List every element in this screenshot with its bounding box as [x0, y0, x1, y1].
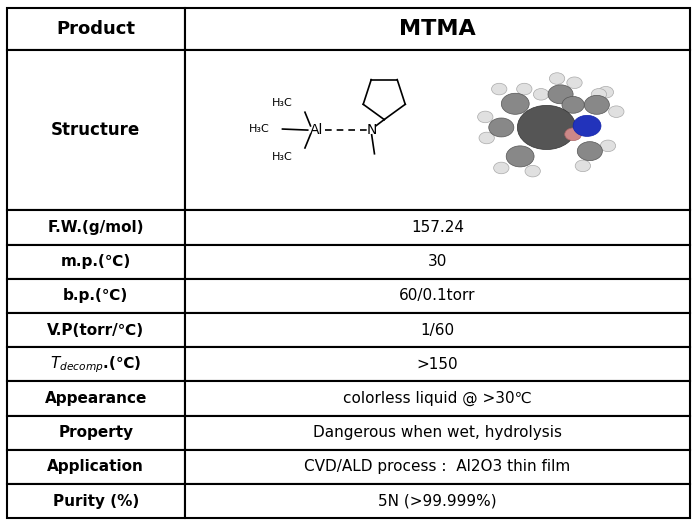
Text: Application: Application — [47, 459, 144, 474]
Text: Dangerous when wet, hydrolysis: Dangerous when wet, hydrolysis — [313, 425, 562, 440]
Bar — [7, 416, 185, 450]
Bar — [7, 279, 185, 313]
Text: m.p.(℃): m.p.(℃) — [61, 254, 131, 269]
Circle shape — [567, 77, 582, 88]
Circle shape — [591, 88, 606, 100]
Text: colorless liquid @ >30℃: colorless liquid @ >30℃ — [343, 391, 532, 406]
Text: H₃C: H₃C — [273, 98, 293, 108]
Text: Appearance: Appearance — [45, 391, 147, 406]
Text: MTMA: MTMA — [399, 19, 476, 39]
Bar — [7, 347, 185, 381]
Bar — [185, 381, 690, 416]
Circle shape — [598, 86, 613, 98]
Text: Structure: Structure — [51, 121, 141, 139]
Bar — [185, 313, 690, 347]
Bar — [7, 8, 185, 50]
Bar — [185, 347, 690, 381]
Text: Purity (%): Purity (%) — [53, 493, 139, 509]
Bar — [7, 381, 185, 416]
Circle shape — [573, 115, 601, 136]
Bar — [7, 50, 185, 210]
Circle shape — [533, 88, 549, 100]
Bar — [7, 210, 185, 245]
Text: CVD/ALD process :  Al2O3 thin film: CVD/ALD process : Al2O3 thin film — [305, 459, 570, 474]
Circle shape — [577, 141, 602, 160]
Bar — [185, 416, 690, 450]
Bar — [185, 450, 690, 484]
Circle shape — [584, 120, 599, 132]
Circle shape — [501, 93, 529, 114]
Bar — [185, 279, 690, 313]
Circle shape — [517, 105, 576, 149]
Circle shape — [491, 83, 507, 95]
Text: b.p.(℃): b.p.(℃) — [63, 288, 128, 304]
Text: H₃C: H₃C — [249, 124, 270, 134]
Text: 157.24: 157.24 — [411, 220, 464, 235]
Bar — [185, 8, 690, 50]
Bar — [185, 245, 690, 279]
Circle shape — [506, 146, 534, 167]
Circle shape — [493, 162, 509, 174]
Bar — [7, 313, 185, 347]
Text: 60/0.1torr: 60/0.1torr — [399, 288, 475, 304]
Text: V.P(torr/℃): V.P(torr/℃) — [47, 322, 144, 338]
Text: N: N — [367, 123, 377, 137]
Text: Al: Al — [309, 123, 323, 137]
Text: 30: 30 — [428, 254, 447, 269]
Text: 5N (>99.999%): 5N (>99.999%) — [378, 493, 497, 509]
Circle shape — [548, 85, 573, 104]
Circle shape — [608, 106, 624, 117]
Circle shape — [575, 160, 590, 171]
Bar — [185, 50, 690, 210]
Circle shape — [565, 128, 581, 140]
Text: Product: Product — [56, 20, 135, 38]
Text: 1/60: 1/60 — [420, 322, 454, 338]
Circle shape — [549, 73, 565, 84]
Circle shape — [525, 165, 540, 177]
Text: >150: >150 — [417, 357, 458, 372]
Bar — [7, 245, 185, 279]
Circle shape — [562, 96, 584, 113]
Text: H₃C: H₃C — [273, 153, 293, 163]
Circle shape — [479, 132, 494, 144]
Text: Property: Property — [59, 425, 133, 440]
Circle shape — [584, 95, 609, 114]
Circle shape — [600, 140, 615, 151]
Text: $T_{decomp}$.(℃): $T_{decomp}$.(℃) — [50, 354, 141, 375]
Circle shape — [477, 111, 493, 123]
Circle shape — [516, 83, 532, 95]
Bar — [7, 450, 185, 484]
Text: F.W.(g/mol): F.W.(g/mol) — [47, 220, 144, 235]
Bar — [7, 484, 185, 518]
Bar — [185, 210, 690, 245]
Bar — [185, 484, 690, 518]
Circle shape — [489, 118, 514, 137]
